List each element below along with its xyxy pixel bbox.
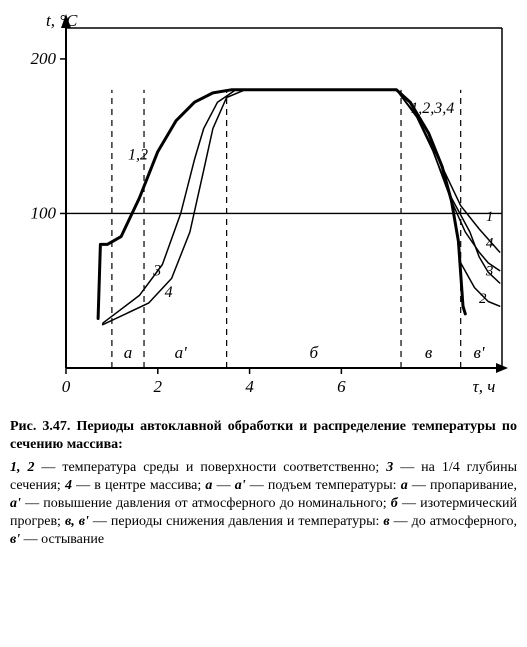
svg-text:4: 4: [165, 284, 173, 301]
svg-text:2: 2: [154, 377, 163, 396]
svg-text:1,2,3,4: 1,2,3,4: [410, 100, 454, 117]
figure-number: Рис. 3.47.: [10, 419, 70, 434]
svg-text:0: 0: [62, 377, 71, 396]
svg-text:а: а: [124, 343, 132, 362]
svg-text:4: 4: [486, 235, 494, 251]
svg-text:4: 4: [245, 377, 254, 396]
figure-caption: Рис. 3.47. Периоды автоклавной обработки…: [10, 418, 517, 453]
svg-text:в: в: [425, 343, 433, 362]
svg-text:6: 6: [337, 377, 346, 396]
svg-text:а': а': [175, 343, 188, 362]
svg-text:τ, ч: τ, ч: [473, 377, 496, 396]
figure-legend: 1, 2 — температура среды и поверхности с…: [10, 459, 517, 549]
svg-text:в': в': [474, 343, 485, 362]
svg-text:3: 3: [485, 263, 494, 279]
svg-text:б: б: [310, 343, 319, 362]
svg-text:1: 1: [486, 209, 494, 225]
svg-text:3: 3: [152, 262, 161, 279]
svg-text:2: 2: [479, 291, 487, 307]
svg-text:t, °C: t, °C: [46, 11, 78, 30]
svg-text:100: 100: [31, 203, 57, 222]
temperature-profile-chart: 1002000246t, °Cτ, чаа'бвв'1,2341,2,3,414…: [10, 10, 517, 410]
svg-text:1,2: 1,2: [128, 146, 148, 163]
svg-text:200: 200: [31, 49, 57, 68]
figure-title: Периоды автоклавной обработки и распреде…: [10, 419, 517, 452]
